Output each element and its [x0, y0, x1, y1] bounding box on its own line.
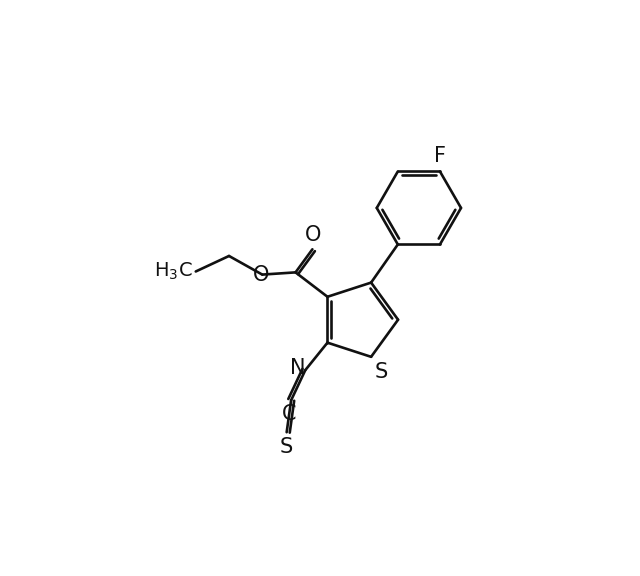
- Text: S: S: [374, 362, 387, 382]
- Text: S: S: [280, 437, 293, 457]
- Text: O: O: [253, 264, 269, 285]
- Text: O: O: [305, 225, 321, 245]
- Text: N: N: [289, 358, 305, 378]
- Text: C: C: [282, 404, 296, 424]
- Text: F: F: [434, 146, 446, 166]
- Text: H$_3$C: H$_3$C: [154, 261, 192, 282]
